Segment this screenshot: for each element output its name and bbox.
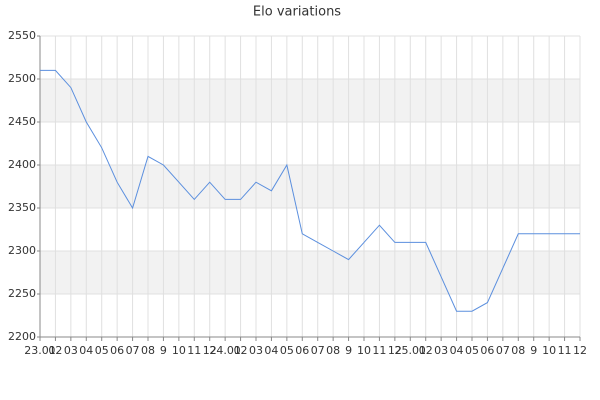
y-tick-label: 2250 [8, 287, 36, 300]
y-tick-label: 2200 [8, 330, 36, 343]
x-tick-label: 11 [372, 344, 386, 357]
x-tick-label: 06 [295, 344, 309, 357]
x-tick-label: 24.01 [209, 344, 241, 357]
y-tick-label: 2450 [8, 115, 36, 128]
x-tick-label: 03 [249, 344, 263, 357]
x-tick-label: 10 [172, 344, 186, 357]
x-tick-label: 07 [496, 344, 510, 357]
x-tick-label: 12 [203, 344, 217, 357]
chart-title: Elo variations [253, 5, 341, 20]
x-tick-label: 10 [357, 344, 371, 357]
plot-band [40, 251, 580, 294]
y-tick-label: 2550 [8, 29, 36, 42]
x-tick-label: 04 [264, 344, 278, 357]
y-tick-label: 2350 [8, 201, 36, 214]
x-tick-label: 9 [530, 344, 537, 357]
x-tick-label: 11 [187, 344, 201, 357]
x-tick-label: 23.01 [24, 344, 56, 357]
x-tick-label: 02 [234, 344, 248, 357]
x-tick-label: 03 [434, 344, 448, 357]
x-tick-label: 05 [280, 344, 294, 357]
x-tick-label: 03 [64, 344, 78, 357]
x-tick-label: 11 [558, 344, 572, 357]
x-tick-label: 9 [160, 344, 167, 357]
x-tick-label: 04 [450, 344, 464, 357]
x-tick-label: 10 [542, 344, 556, 357]
x-tick-label: 12 [388, 344, 402, 357]
x-tick-label: 05 [95, 344, 109, 357]
y-tick-label: 2500 [8, 72, 36, 85]
x-tick-label: 02 [48, 344, 62, 357]
x-tick-label: 07 [311, 344, 325, 357]
plot-band [40, 79, 580, 122]
x-tick-label: 06 [480, 344, 494, 357]
x-tick-label: 12 [573, 344, 587, 357]
x-tick-label: 08 [141, 344, 155, 357]
y-tick-label: 2300 [8, 244, 36, 257]
x-tick-label: 06 [110, 344, 124, 357]
x-tick-label: 25.01 [395, 344, 427, 357]
x-tick-label: 05 [465, 344, 479, 357]
plot-band [40, 165, 580, 208]
x-tick-label: 08 [511, 344, 525, 357]
x-tick-label: 04 [79, 344, 93, 357]
x-tick-label: 07 [126, 344, 140, 357]
y-tick-label: 2400 [8, 158, 36, 171]
x-tick-label: 08 [326, 344, 340, 357]
x-tick-label: 02 [419, 344, 433, 357]
x-tick-label: 9 [345, 344, 352, 357]
line [40, 69, 580, 312]
